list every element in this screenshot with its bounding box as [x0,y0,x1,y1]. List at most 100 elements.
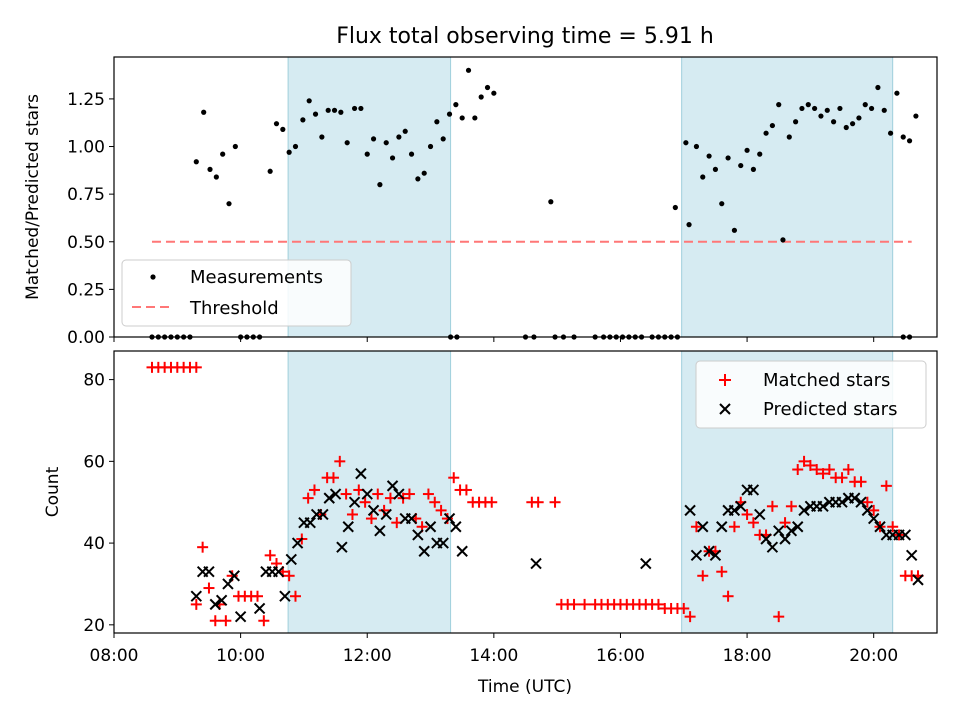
measurement-point [402,128,408,134]
measurement-point [672,204,678,211]
x-stroke-b [456,545,468,557]
measurement-point [744,147,750,153]
legend-predicted-marker [719,403,731,415]
x-stroke-b [817,500,829,513]
matched-star-point [486,496,498,508]
measurement-point [472,115,478,121]
measurement-point [440,136,446,142]
measurement-point [396,134,402,140]
x-stroke-b [424,521,437,533]
measurement-point [434,119,440,125]
matched-star-point [798,455,810,467]
measurement-point [799,105,805,112]
predicted-star-point [253,602,266,615]
x-stroke-b [684,504,696,517]
predicted-star-point [374,525,386,537]
top-shaded-intervals [287,56,894,338]
x-stroke-b [317,508,329,521]
measurement-point [427,143,434,150]
matched-star-point [251,590,263,602]
matched-star-point [690,521,702,533]
predicted-star-point [766,541,779,553]
matched-star-point [302,492,314,504]
x-stroke-b [690,549,703,562]
x-stroke-b [190,590,203,602]
predicted-star-point [773,525,785,537]
predicted-star-point [899,529,912,541]
x-stroke-b [861,504,874,517]
x-stroke-b [342,521,354,533]
predicted-star-point [703,545,715,557]
x-stroke-b [272,565,285,578]
predicted-star-point [530,557,542,570]
measurement-point [193,159,199,165]
x-stroke-b [855,496,867,508]
matched-star-point [283,570,295,582]
matched-star-point [532,496,544,508]
measurement-point [856,115,862,121]
matched-star-point [880,480,892,492]
x-stroke-b [329,488,342,500]
predicted-star-point [279,590,291,602]
measurement-point [719,201,725,207]
bottom-y-axis: 20 40 60 80 [83,371,114,636]
matched-star-point [836,472,848,484]
predicted-star-point [754,508,766,521]
matched-star-point [422,488,434,500]
measurement-point [465,67,472,73]
measurement-point [757,151,763,157]
top-legend-box [121,259,352,327]
predicted-star-point [867,512,880,525]
matched-star-point [811,464,823,476]
measurement-point [824,107,830,113]
matched-star-point [766,500,778,512]
measurement-point [267,168,273,174]
predicted-star-point [747,484,760,496]
x-stroke-b [443,512,456,525]
measurement-point [763,130,769,136]
measurement-point [325,107,331,113]
matched-star-point [678,602,690,614]
top-y-tick-label: 1.25 [67,90,105,110]
x-stroke-b [785,525,798,537]
measurement-point [201,109,207,115]
measurement-point [837,105,843,112]
predicted-star-point [785,525,798,537]
predicted-star-point [760,533,772,545]
matched-star-point [722,590,734,602]
measurement-point [769,122,776,129]
matched-star-point [334,455,346,467]
matched-star-point [289,590,301,602]
measurement-point [776,102,782,108]
x-stroke-b [228,570,240,582]
measurement-point [887,130,894,136]
measurement-point [453,102,459,108]
x-stroke-b [386,480,399,492]
predicted-star-point [190,590,203,602]
predicted-star-point [342,521,354,533]
measurement-point [686,222,692,228]
top-y-axis: 0.00 0.25 0.50 0.75 1.00 1.25 [67,90,114,348]
measurement-point [292,143,299,150]
bottom-legend: Matched stars Predicted stars [695,360,927,429]
measurement-point [812,105,818,112]
x-stroke-b [905,549,918,562]
matched-star-point [460,484,472,496]
x-stroke-b [747,484,760,496]
matched-star-point [190,598,202,610]
top-x-ticks [113,337,875,342]
predicted-star-point [848,492,861,504]
predicted-star-point [393,488,405,500]
predicted-star-point [317,508,329,521]
matched-star-point [728,521,740,533]
x-stroke-b [336,541,348,553]
measurement-point [364,151,370,157]
predicted-star-point [412,529,424,541]
measurement-point [750,166,757,172]
predicted-star-point [690,549,703,562]
matched-star-point [258,615,270,627]
x-stroke-b [703,545,715,557]
measurement-point [286,149,292,155]
predicted-star-point [817,500,829,513]
x-stroke-b [792,521,804,533]
